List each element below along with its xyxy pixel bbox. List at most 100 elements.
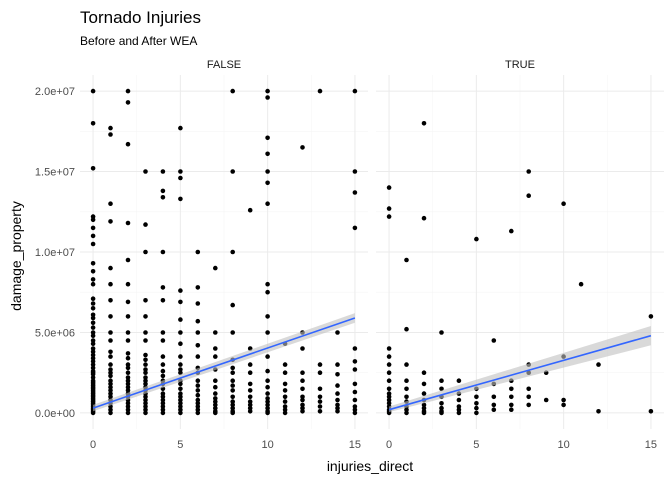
data-point xyxy=(282,394,288,400)
data-point xyxy=(125,141,131,147)
data-point xyxy=(108,381,113,387)
y-axis-title: damage_property xyxy=(8,201,24,311)
data-point xyxy=(143,407,148,413)
data-point xyxy=(421,215,427,221)
data-point xyxy=(108,219,113,224)
data-point xyxy=(491,394,497,400)
data-point xyxy=(561,397,566,403)
data-point xyxy=(125,88,131,94)
data-point xyxy=(125,410,131,416)
data-point xyxy=(230,410,235,416)
data-point xyxy=(247,399,253,404)
data-point xyxy=(125,375,131,380)
data-point xyxy=(596,409,601,414)
data-point xyxy=(178,196,183,202)
x-axis-true: 0 5 10 15 xyxy=(386,439,657,451)
data-point xyxy=(282,404,288,409)
data-point xyxy=(143,338,148,343)
data-point xyxy=(143,298,148,303)
data-point xyxy=(90,359,96,364)
data-point xyxy=(178,394,183,400)
data-point xyxy=(90,330,96,335)
data-point xyxy=(108,201,113,206)
data-point xyxy=(404,326,409,332)
data-point xyxy=(300,397,305,403)
data-point xyxy=(247,388,253,393)
data-point xyxy=(143,314,148,319)
data-point xyxy=(335,372,340,377)
fit-line xyxy=(92,317,356,409)
data-point xyxy=(195,330,201,335)
data-point xyxy=(160,401,166,406)
data-point xyxy=(108,330,113,335)
data-point xyxy=(90,352,96,358)
data-point xyxy=(213,402,218,408)
data-point xyxy=(143,367,148,372)
data-point xyxy=(421,370,427,376)
data-point xyxy=(178,386,183,392)
data-point xyxy=(143,410,148,416)
data-point xyxy=(335,391,340,396)
data-point xyxy=(335,383,340,388)
data-point xyxy=(143,394,148,400)
data-point xyxy=(421,381,427,387)
data-point xyxy=(335,402,340,408)
data-point xyxy=(90,166,96,171)
data-point xyxy=(90,355,96,361)
data-point xyxy=(90,362,96,367)
data-point xyxy=(108,338,113,343)
data-point xyxy=(491,407,497,413)
data-point xyxy=(265,391,270,396)
data-point xyxy=(160,362,166,367)
data-point xyxy=(352,88,358,94)
data-point xyxy=(421,405,427,411)
data-point xyxy=(543,397,549,403)
y-axis: 0.0e+00 5.0e+06 1.0e+07 1.5e+07 2.0e+07 xyxy=(35,86,75,420)
data-point xyxy=(178,367,183,372)
data-point xyxy=(282,370,288,376)
data-point xyxy=(178,362,183,367)
data-point xyxy=(90,372,96,377)
x-axis-title: injuries_direct xyxy=(327,458,413,474)
data-point xyxy=(90,341,96,347)
x-tick-label: 15 xyxy=(349,439,361,451)
data-point xyxy=(195,404,201,409)
data-point xyxy=(386,386,392,392)
data-point xyxy=(317,362,323,367)
data-point xyxy=(160,407,166,413)
data-point xyxy=(474,394,479,400)
data-point xyxy=(247,362,253,367)
data-point xyxy=(317,409,323,414)
data-point xyxy=(282,407,288,413)
data-point xyxy=(421,391,427,396)
y-tick-label: 0.0e+00 xyxy=(35,408,75,420)
data-point xyxy=(265,368,270,374)
data-point xyxy=(108,367,113,372)
data-point xyxy=(265,410,270,416)
data-point xyxy=(352,407,358,413)
data-point xyxy=(300,405,305,411)
data-point xyxy=(108,378,113,384)
data-point xyxy=(386,378,392,384)
data-point xyxy=(90,301,96,306)
data-point xyxy=(265,384,270,390)
data-point xyxy=(352,367,358,372)
data-point xyxy=(474,405,479,411)
data-point xyxy=(317,386,323,392)
data-point xyxy=(143,378,148,384)
data-point xyxy=(108,384,113,390)
data-point xyxy=(456,378,462,384)
data-point xyxy=(108,388,113,393)
data-point xyxy=(125,299,131,305)
data-point xyxy=(178,370,183,376)
data-point xyxy=(317,394,323,400)
data-point xyxy=(160,249,166,255)
data-point xyxy=(265,169,270,174)
data-point xyxy=(90,214,96,219)
data-point xyxy=(195,392,201,398)
data-point xyxy=(230,388,235,393)
data-point xyxy=(456,410,462,416)
data-point xyxy=(108,370,113,376)
data-point xyxy=(230,88,235,94)
data-point xyxy=(90,269,96,274)
